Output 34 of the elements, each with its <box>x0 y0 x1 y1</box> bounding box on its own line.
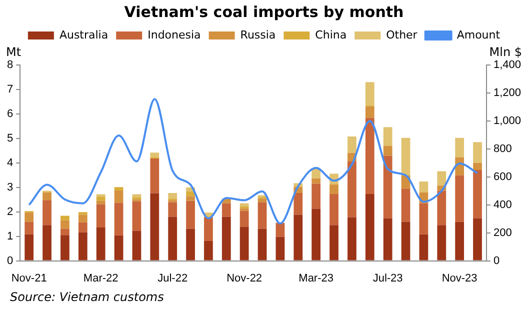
x-tick-label: Jul-22 <box>158 272 188 284</box>
legend-label: China <box>315 28 347 42</box>
x-tick-label: Nov-23 <box>442 272 478 284</box>
y-tick-label: 8 <box>6 59 14 72</box>
y2-tick-label: 600 <box>493 170 512 183</box>
y2-axis-title: Mln $ <box>489 45 522 60</box>
x-tick-label: Jul-23 <box>372 272 403 284</box>
legend-label: Other <box>386 28 418 42</box>
y2-tick-label: 400 <box>493 198 512 211</box>
y-tick-label: 4 <box>6 156 14 169</box>
source-note: Source: Vietnam customs <box>10 290 164 304</box>
y-tick-label: 7 <box>6 84 14 96</box>
y-tick-label: 0 <box>6 254 14 267</box>
y2-tick-label: 200 <box>493 226 512 239</box>
y-tick-label: 6 <box>6 108 14 120</box>
legend-label: Australia <box>59 28 108 42</box>
y2-tick-label: 1,400 <box>493 59 522 72</box>
y-axis-title: Mt <box>6 45 22 60</box>
y-tick-label: 2 <box>6 206 14 218</box>
y-tick-label: 5 <box>6 132 14 144</box>
legend-label: Amount <box>456 28 501 42</box>
x-tick-label: Mar-23 <box>298 272 334 284</box>
y2-tick-label: 1,000 <box>493 114 522 127</box>
x-tick-label: Nov-22 <box>226 272 262 284</box>
y-tick-label: 3 <box>6 181 14 194</box>
y2-tick-label: 800 <box>493 142 512 155</box>
y-tick-label: 1 <box>6 230 14 242</box>
y2-tick-label: 0 <box>493 254 500 267</box>
legend-label: Russia <box>240 28 276 42</box>
chart-title: Vietnam's coal imports by month <box>124 2 404 21</box>
x-tick-label: Nov-21 <box>11 272 47 284</box>
legend-label: Indonesia <box>148 28 201 42</box>
x-tick-label: Mar-22 <box>83 272 118 284</box>
y2-tick-label: 1,200 <box>493 87 522 100</box>
